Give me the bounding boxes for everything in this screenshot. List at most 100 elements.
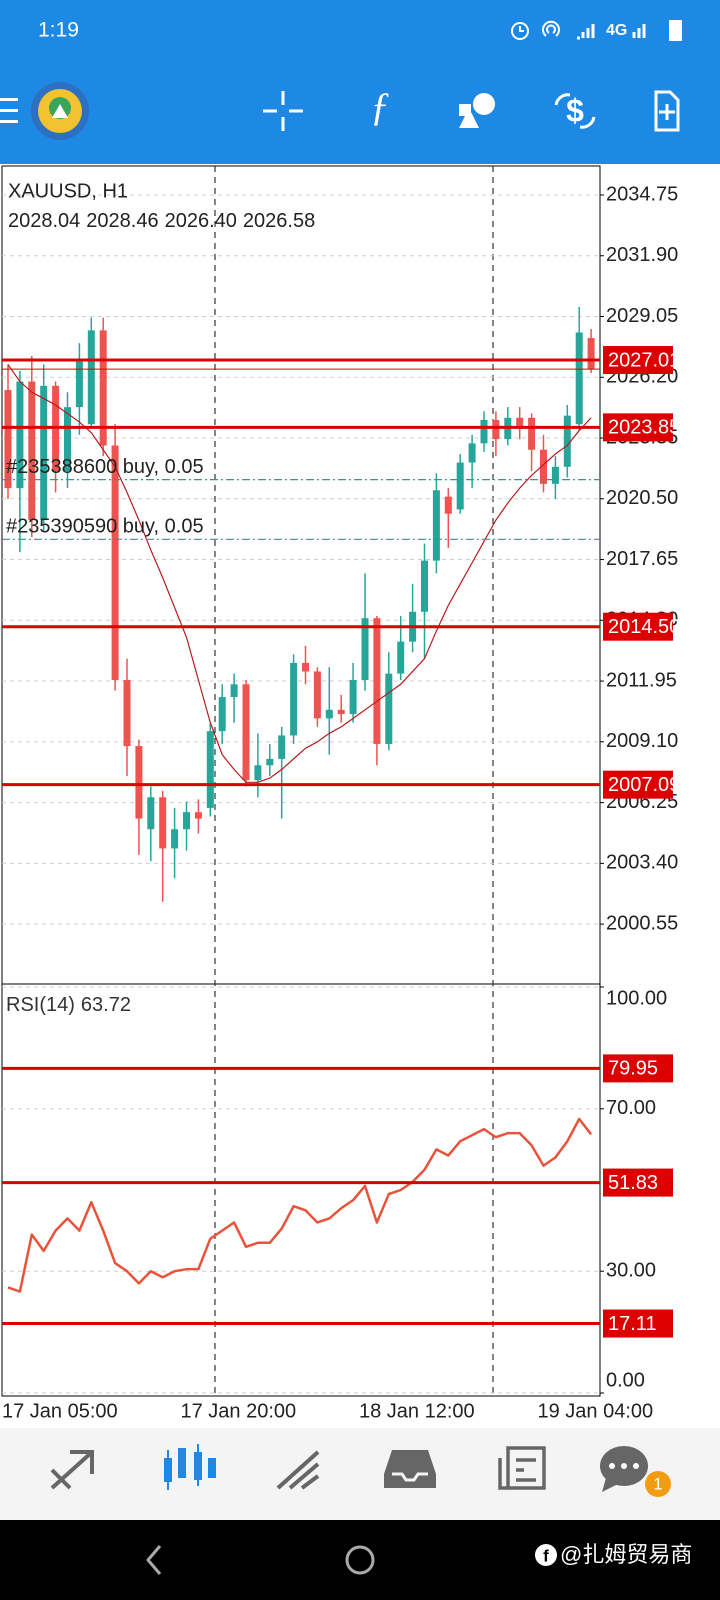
ohlc-value: 2028.04 bbox=[8, 210, 80, 232]
candle-body bbox=[4, 390, 12, 489]
moving-average bbox=[7, 364, 592, 783]
candle-body bbox=[123, 679, 131, 747]
y-tick-label: 2020.50 bbox=[606, 487, 678, 509]
menu-button[interactable] bbox=[0, 98, 18, 123]
level-label: 17.11 bbox=[608, 1313, 657, 1335]
candle-body bbox=[361, 618, 369, 680]
candle-body bbox=[194, 812, 202, 819]
plot-layer: 2034.752031.902029.052026.202023.352020.… bbox=[2, 183, 680, 1422]
svg-text:$: $ bbox=[566, 92, 584, 128]
candle-body bbox=[75, 360, 83, 408]
candle-body bbox=[254, 765, 262, 781]
back-button[interactable] bbox=[146, 1545, 162, 1575]
y-tick-label: 2011.95 bbox=[606, 669, 677, 691]
quotes-tab[interactable] bbox=[50, 1450, 94, 1490]
candle-body bbox=[444, 496, 452, 514]
level-label: 2007.09 bbox=[608, 774, 680, 796]
level-label-box bbox=[603, 346, 673, 375]
ohlc-header: 2028.04 2028.46 2026.40 2026.58 bbox=[8, 210, 315, 232]
rsi-line bbox=[7, 1117, 593, 1293]
level-label-box bbox=[603, 770, 673, 799]
candle-body bbox=[563, 415, 571, 467]
x-tick-label: 19 Jan 04:00 bbox=[538, 1400, 654, 1422]
price-pane bbox=[1, 165, 601, 985]
order-label: #235388600 buy, 0.05 bbox=[6, 456, 204, 478]
trade-button[interactable]: $ bbox=[554, 92, 596, 129]
candle-body bbox=[206, 731, 214, 808]
candle-body bbox=[64, 407, 71, 472]
y-tick-label: 2000.55 bbox=[606, 912, 678, 934]
rsi-title: RSI(14) bbox=[6, 994, 75, 1016]
candle-body bbox=[492, 419, 500, 440]
level-label: 2023.85 bbox=[608, 417, 680, 439]
candle-body bbox=[159, 797, 167, 849]
candle-body bbox=[242, 684, 250, 781]
indicators-button[interactable]: ƒ bbox=[370, 84, 390, 129]
x-tick-label: 17 Jan 05:00 bbox=[2, 1400, 118, 1422]
y-tick-label: 70.00 bbox=[606, 1097, 656, 1119]
candle-body bbox=[278, 735, 286, 759]
candle-body bbox=[147, 797, 155, 830]
bottom-nav bbox=[0, 1428, 720, 1520]
candle-body bbox=[218, 697, 226, 732]
chart-tab[interactable] bbox=[164, 1444, 216, 1490]
level-label-box bbox=[603, 612, 673, 641]
candle-body bbox=[325, 709, 333, 719]
trade-tab[interactable] bbox=[276, 1450, 320, 1490]
candle-body bbox=[302, 662, 309, 672]
objects-button[interactable] bbox=[459, 93, 495, 128]
system-nav bbox=[0, 1520, 720, 1600]
candle-body bbox=[16, 381, 24, 489]
watermark-logo: f bbox=[535, 1544, 557, 1566]
candle-body bbox=[432, 490, 440, 561]
candle-body bbox=[516, 417, 524, 427]
candle-body bbox=[99, 330, 107, 446]
home-button[interactable] bbox=[345, 1545, 375, 1575]
ohlc-value: 2026.58 bbox=[243, 210, 315, 232]
history-tab[interactable] bbox=[384, 1450, 436, 1488]
order-label: #235390590 buy, 0.05 bbox=[6, 516, 204, 538]
candle-body bbox=[171, 829, 179, 849]
candle-body bbox=[421, 560, 428, 612]
candle-body bbox=[468, 443, 476, 463]
new-order-button[interactable] bbox=[654, 90, 680, 132]
y-tick-label: 2017.65 bbox=[606, 548, 678, 570]
candle-body bbox=[337, 709, 345, 715]
candle-body bbox=[87, 330, 95, 425]
y-tick-label: 30.00 bbox=[606, 1259, 656, 1281]
candle-body bbox=[373, 618, 381, 744]
level-label-box bbox=[603, 1309, 673, 1338]
candle-body bbox=[587, 338, 595, 370]
news-tab[interactable] bbox=[498, 1446, 546, 1490]
candle-body bbox=[456, 462, 464, 510]
rsi-header: RSI(14) 63.72 bbox=[6, 994, 131, 1016]
level-label-box bbox=[603, 1168, 673, 1197]
messages-tab[interactable] bbox=[600, 1446, 671, 1497]
candle-body bbox=[135, 746, 143, 819]
crosshair-button[interactable] bbox=[263, 91, 303, 131]
candle-body bbox=[230, 684, 238, 698]
app-bar bbox=[0, 0, 720, 164]
y-tick-label: 2009.10 bbox=[606, 730, 678, 752]
level-label: 2014.50 bbox=[608, 616, 680, 638]
rsi-pane bbox=[1, 983, 601, 1397]
candle-body bbox=[290, 662, 298, 736]
level-label: 51.83 bbox=[608, 1172, 658, 1194]
y-tick-label: 2029.05 bbox=[606, 305, 678, 327]
candle-body bbox=[575, 332, 583, 425]
y-tick-label: 2031.90 bbox=[606, 244, 678, 266]
status-icons bbox=[511, 20, 682, 41]
x-tick-label: 17 Jan 20:00 bbox=[181, 1400, 297, 1422]
candle-body bbox=[183, 812, 190, 830]
app-logo[interactable] bbox=[31, 82, 89, 140]
candle-body bbox=[540, 449, 547, 484]
candle-body bbox=[551, 466, 559, 484]
level-label-box bbox=[603, 1054, 673, 1083]
candle-body bbox=[480, 419, 488, 444]
x-tick-label: 18 Jan 12:00 bbox=[359, 1400, 475, 1422]
status-time: 1:19 bbox=[38, 19, 79, 42]
candle-body bbox=[111, 445, 119, 680]
